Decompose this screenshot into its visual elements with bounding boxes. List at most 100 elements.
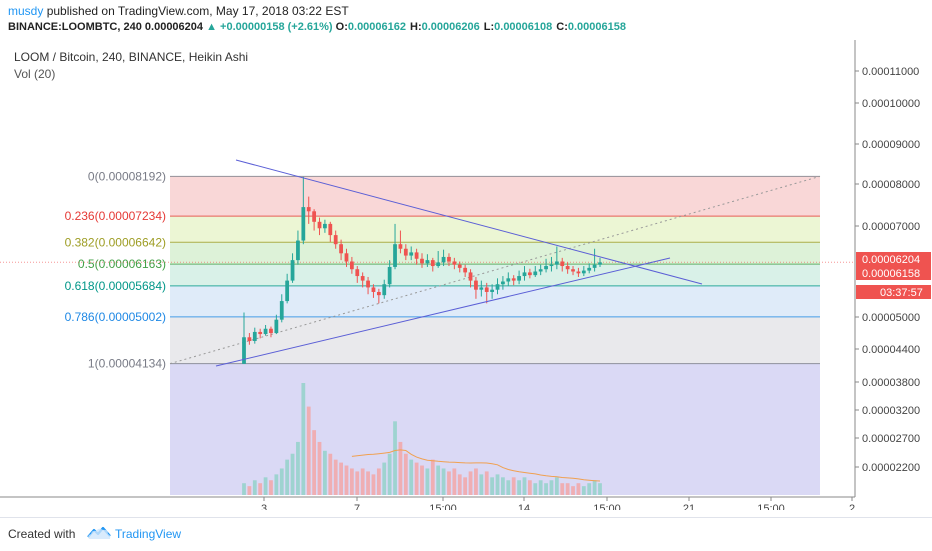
candle-body xyxy=(301,207,306,241)
high-label: H: xyxy=(410,21,422,33)
candle-body xyxy=(490,289,495,292)
candle-body xyxy=(436,262,441,267)
candle-body xyxy=(382,284,387,296)
volume-bar xyxy=(333,459,338,495)
volume-bar xyxy=(490,477,495,495)
fib-level-label: 1(0.00004134) xyxy=(88,357,166,371)
volume-bar xyxy=(517,480,521,495)
candle-body xyxy=(576,271,581,274)
time-axis-label: 7 xyxy=(354,503,360,510)
price-chart[interactable]: 0(0.00008192) 0.236(0.00007234) 0.382(0.00… xyxy=(0,40,932,510)
volume-bar xyxy=(587,483,592,495)
price-axis-label: 0.00011000 xyxy=(862,66,919,78)
volume-bar xyxy=(242,483,246,495)
open-label: O: xyxy=(335,21,348,33)
volume-bar xyxy=(452,468,457,495)
fib-level-label: 0.236(0.00007234) xyxy=(65,209,166,223)
volume-bar xyxy=(360,468,365,495)
volume-bar xyxy=(376,468,381,495)
volume-bar xyxy=(592,480,597,495)
candle-body xyxy=(317,221,322,229)
volume-bar xyxy=(328,453,333,495)
candle-body xyxy=(285,280,290,302)
volume-bar xyxy=(349,468,354,495)
price-axis-label: 0.00004400 xyxy=(862,344,920,356)
candle-body xyxy=(425,260,430,264)
lower-trendline xyxy=(215,257,671,367)
candle-body xyxy=(274,319,279,333)
price-tag-label: 03:37:57 xyxy=(880,287,923,299)
tradingview-cloud-logo-icon[interactable] xyxy=(86,525,112,546)
fib-band xyxy=(170,176,820,217)
price-tag-bg xyxy=(856,285,931,299)
volume-bar xyxy=(549,480,554,495)
candle-body xyxy=(258,331,263,335)
candle-body xyxy=(279,301,284,320)
candle-body xyxy=(463,267,468,273)
price-change: +0.00000158 (+2.61%) xyxy=(220,21,333,33)
candle-body xyxy=(565,266,570,270)
candle-body xyxy=(414,252,419,259)
volume-bar xyxy=(544,483,548,495)
high-value: 0.00006206 xyxy=(421,21,480,33)
volume-bar xyxy=(252,480,257,495)
volume-bar xyxy=(279,468,284,495)
candle-body xyxy=(517,276,521,281)
candle-body xyxy=(592,264,597,268)
volume-bar xyxy=(323,450,327,495)
candle-body xyxy=(371,287,376,292)
candle-body xyxy=(468,272,473,281)
time-axis-label: 15:00 xyxy=(429,503,457,510)
candle-body xyxy=(598,262,602,265)
candle-body xyxy=(376,291,381,296)
time-axis-label: 3 xyxy=(261,503,267,510)
candle-body xyxy=(544,266,548,270)
candle-body xyxy=(290,260,295,281)
volume-bar xyxy=(387,453,392,495)
volume-bar xyxy=(312,430,317,495)
fib-band xyxy=(170,242,820,265)
open-value: 0.00006162 xyxy=(347,21,407,33)
symbol-label: BINANCE:LOOMBTC, 240 xyxy=(8,21,142,33)
price-tag-label: 0.00006158 xyxy=(862,268,920,280)
candle-body xyxy=(430,260,435,267)
upper-trendline xyxy=(235,159,703,285)
volume-bar xyxy=(274,474,279,495)
volume-bar xyxy=(366,471,370,495)
volume-bar xyxy=(571,486,575,495)
candle-body xyxy=(452,261,457,265)
candle-body xyxy=(387,266,392,285)
candle-body xyxy=(511,278,516,281)
price-tag-label: 0.00006204 xyxy=(862,254,920,266)
volume-bar xyxy=(285,459,290,495)
close-value: 0.00006158 xyxy=(567,21,626,33)
candle-body xyxy=(581,270,586,274)
time-axis-label: 14 xyxy=(518,503,530,510)
candle-body xyxy=(366,280,370,288)
volume-bar xyxy=(306,406,311,495)
volume-bar xyxy=(495,474,500,495)
volume-bar xyxy=(468,471,473,495)
volume-bar xyxy=(501,477,505,495)
volume-bar xyxy=(576,483,581,495)
candle-body xyxy=(457,264,462,268)
candle-body xyxy=(527,272,532,276)
candle-body xyxy=(441,256,446,263)
volume-bar xyxy=(393,421,397,495)
candle-body xyxy=(323,223,327,229)
price-axis-label: 0.00008000 xyxy=(862,179,920,191)
fib-level-label: 0(0.00008192) xyxy=(88,169,166,183)
volume-bar xyxy=(371,474,376,495)
candle-body xyxy=(360,276,365,281)
candle-body xyxy=(349,261,354,270)
candle-body xyxy=(549,264,554,267)
volume-bar xyxy=(457,474,462,495)
author-link[interactable]: musdy xyxy=(8,4,44,18)
volume-bar xyxy=(527,480,532,495)
volume-bar xyxy=(296,441,300,495)
volume-bar xyxy=(474,468,478,495)
volume-bar xyxy=(403,453,408,495)
tradingview-brand-link[interactable]: TradingView xyxy=(115,527,182,541)
fib-band xyxy=(170,285,820,317)
candle-body xyxy=(355,269,360,277)
